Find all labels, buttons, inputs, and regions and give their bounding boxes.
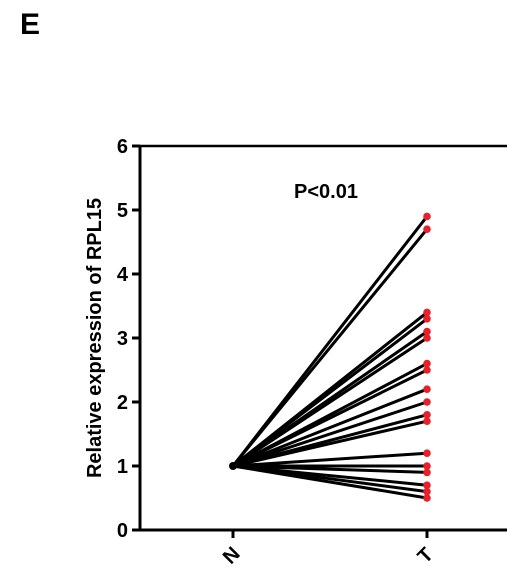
y-axis-label: Relative expression of RPL15 (84, 198, 106, 478)
tumor-point (423, 494, 431, 502)
pair-line (233, 229, 427, 466)
tumor-point (423, 449, 431, 457)
x-tick-label: N (219, 543, 245, 569)
tumor-point (423, 225, 431, 233)
y-tick-label: 0 (117, 520, 128, 542)
y-tick-label: 5 (117, 200, 128, 222)
tumor-point (423, 469, 431, 477)
y-tick-label: 1 (117, 456, 128, 478)
y-tick-label: 6 (117, 136, 128, 158)
tumor-point (423, 213, 431, 221)
y-tick-label: 4 (117, 264, 129, 286)
tumor-point (423, 398, 431, 406)
y-tick-label: 2 (117, 392, 128, 414)
tumor-point (423, 385, 431, 393)
y-tick-label: 3 (117, 328, 128, 350)
tumor-point (423, 417, 431, 425)
normal-point (229, 462, 237, 470)
pair-lines (233, 216, 427, 498)
x-tick-label: T (414, 544, 438, 568)
tumor-point (423, 366, 431, 374)
tumor-point (423, 334, 431, 342)
tumor-point (423, 315, 431, 323)
p-value-annotation: P<0.01 (294, 181, 358, 203)
pair-line (233, 370, 427, 466)
